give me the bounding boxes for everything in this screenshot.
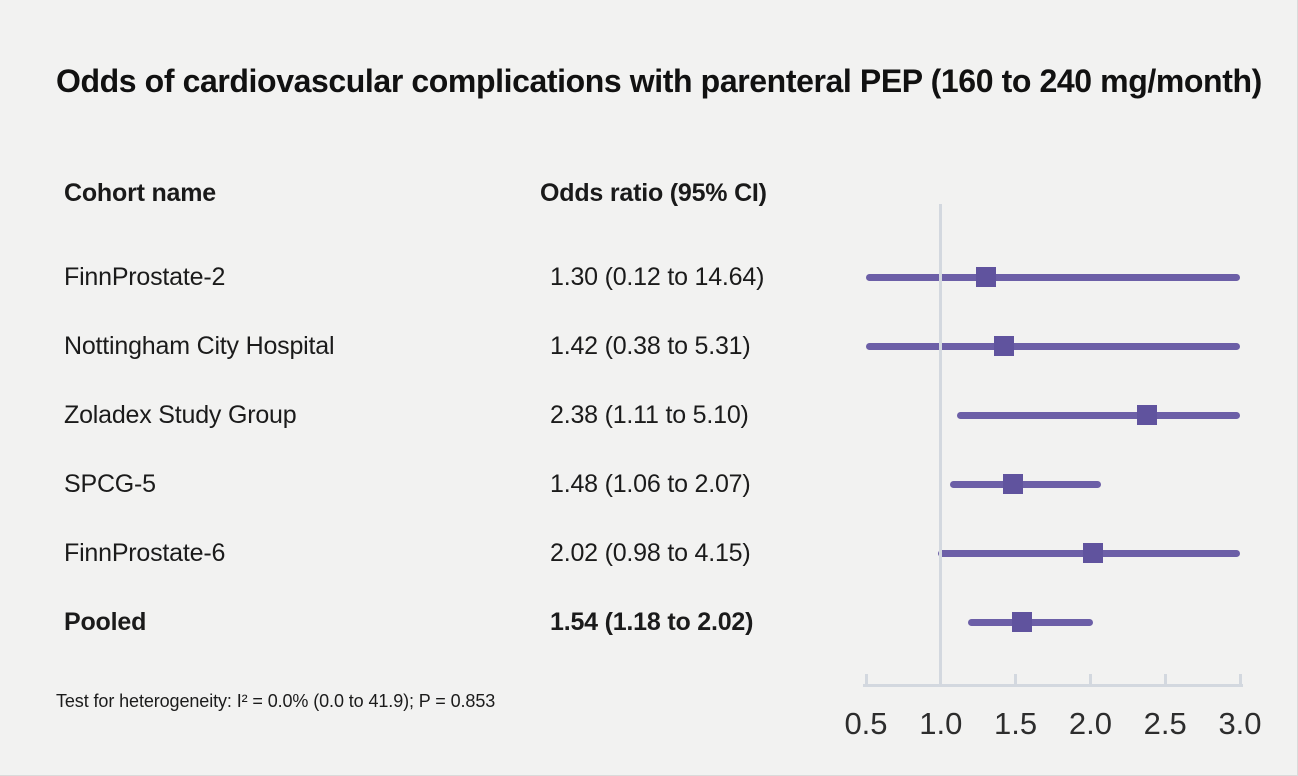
x-axis-tick — [1238, 674, 1242, 684]
x-axis-tick — [1014, 674, 1018, 684]
figure-title: Odds of cardiovascular complications wit… — [56, 63, 1262, 99]
x-axis-tick-label: 3.0 — [1218, 706, 1262, 741]
point-estimate-marker — [1083, 543, 1104, 563]
heterogeneity-footnote: Test for heterogeneity: I² = 0.0% (0.0 t… — [56, 691, 496, 711]
odds-ratio-value: 1.30 (0.12 to 14.64) — [550, 263, 765, 291]
odds-ratio-value: 1.42 (0.38 to 5.31) — [550, 332, 751, 360]
column-header-odds-ratio: Odds ratio (95% CI) — [540, 179, 767, 207]
point-estimate-marker — [1137, 405, 1158, 425]
cohort-label: FinnProstate-6 — [64, 539, 226, 567]
cohort-label: SPCG-5 — [64, 470, 156, 498]
cohort-label: FinnProstate-2 — [64, 263, 226, 291]
x-axis-tick — [939, 674, 943, 684]
odds-ratio-value: 1.54 (1.18 to 2.02) — [550, 608, 754, 636]
x-axis-tick-label: 0.5 — [844, 706, 888, 741]
point-estimate-marker — [975, 267, 996, 287]
point-estimate-marker — [993, 336, 1014, 356]
confidence-interval-line — [949, 480, 1101, 488]
point-estimate-marker — [1011, 612, 1032, 632]
x-axis-tick — [1088, 674, 1092, 684]
odds-ratio-value: 2.02 (0.98 to 4.15) — [550, 539, 751, 567]
cohort-label: Nottingham City Hospital — [64, 332, 335, 360]
x-axis-tick-label: 1.5 — [994, 706, 1038, 741]
x-axis-baseline — [863, 684, 1243, 687]
confidence-interval-line — [957, 411, 1240, 419]
reference-line-or-1 — [939, 204, 943, 684]
point-estimate-marker — [1002, 474, 1023, 494]
x-axis-tick-label: 1.0 — [919, 706, 963, 741]
odds-ratio-value: 2.38 (1.11 to 5.10) — [550, 401, 749, 429]
x-axis-tick-label: 2.5 — [1143, 706, 1187, 741]
odds-ratio-value: 1.48 (1.06 to 2.07) — [550, 470, 751, 498]
confidence-interval-line — [866, 342, 1240, 350]
column-header-cohort-name: Cohort name — [64, 179, 216, 207]
x-axis-tick — [864, 674, 868, 684]
x-axis-tick-label: 2.0 — [1068, 706, 1112, 741]
cohort-label: Zoladex Study Group — [64, 401, 297, 429]
cohort-label: Pooled — [64, 608, 147, 636]
confidence-interval-line — [866, 273, 1240, 281]
x-axis-tick — [1163, 674, 1167, 684]
